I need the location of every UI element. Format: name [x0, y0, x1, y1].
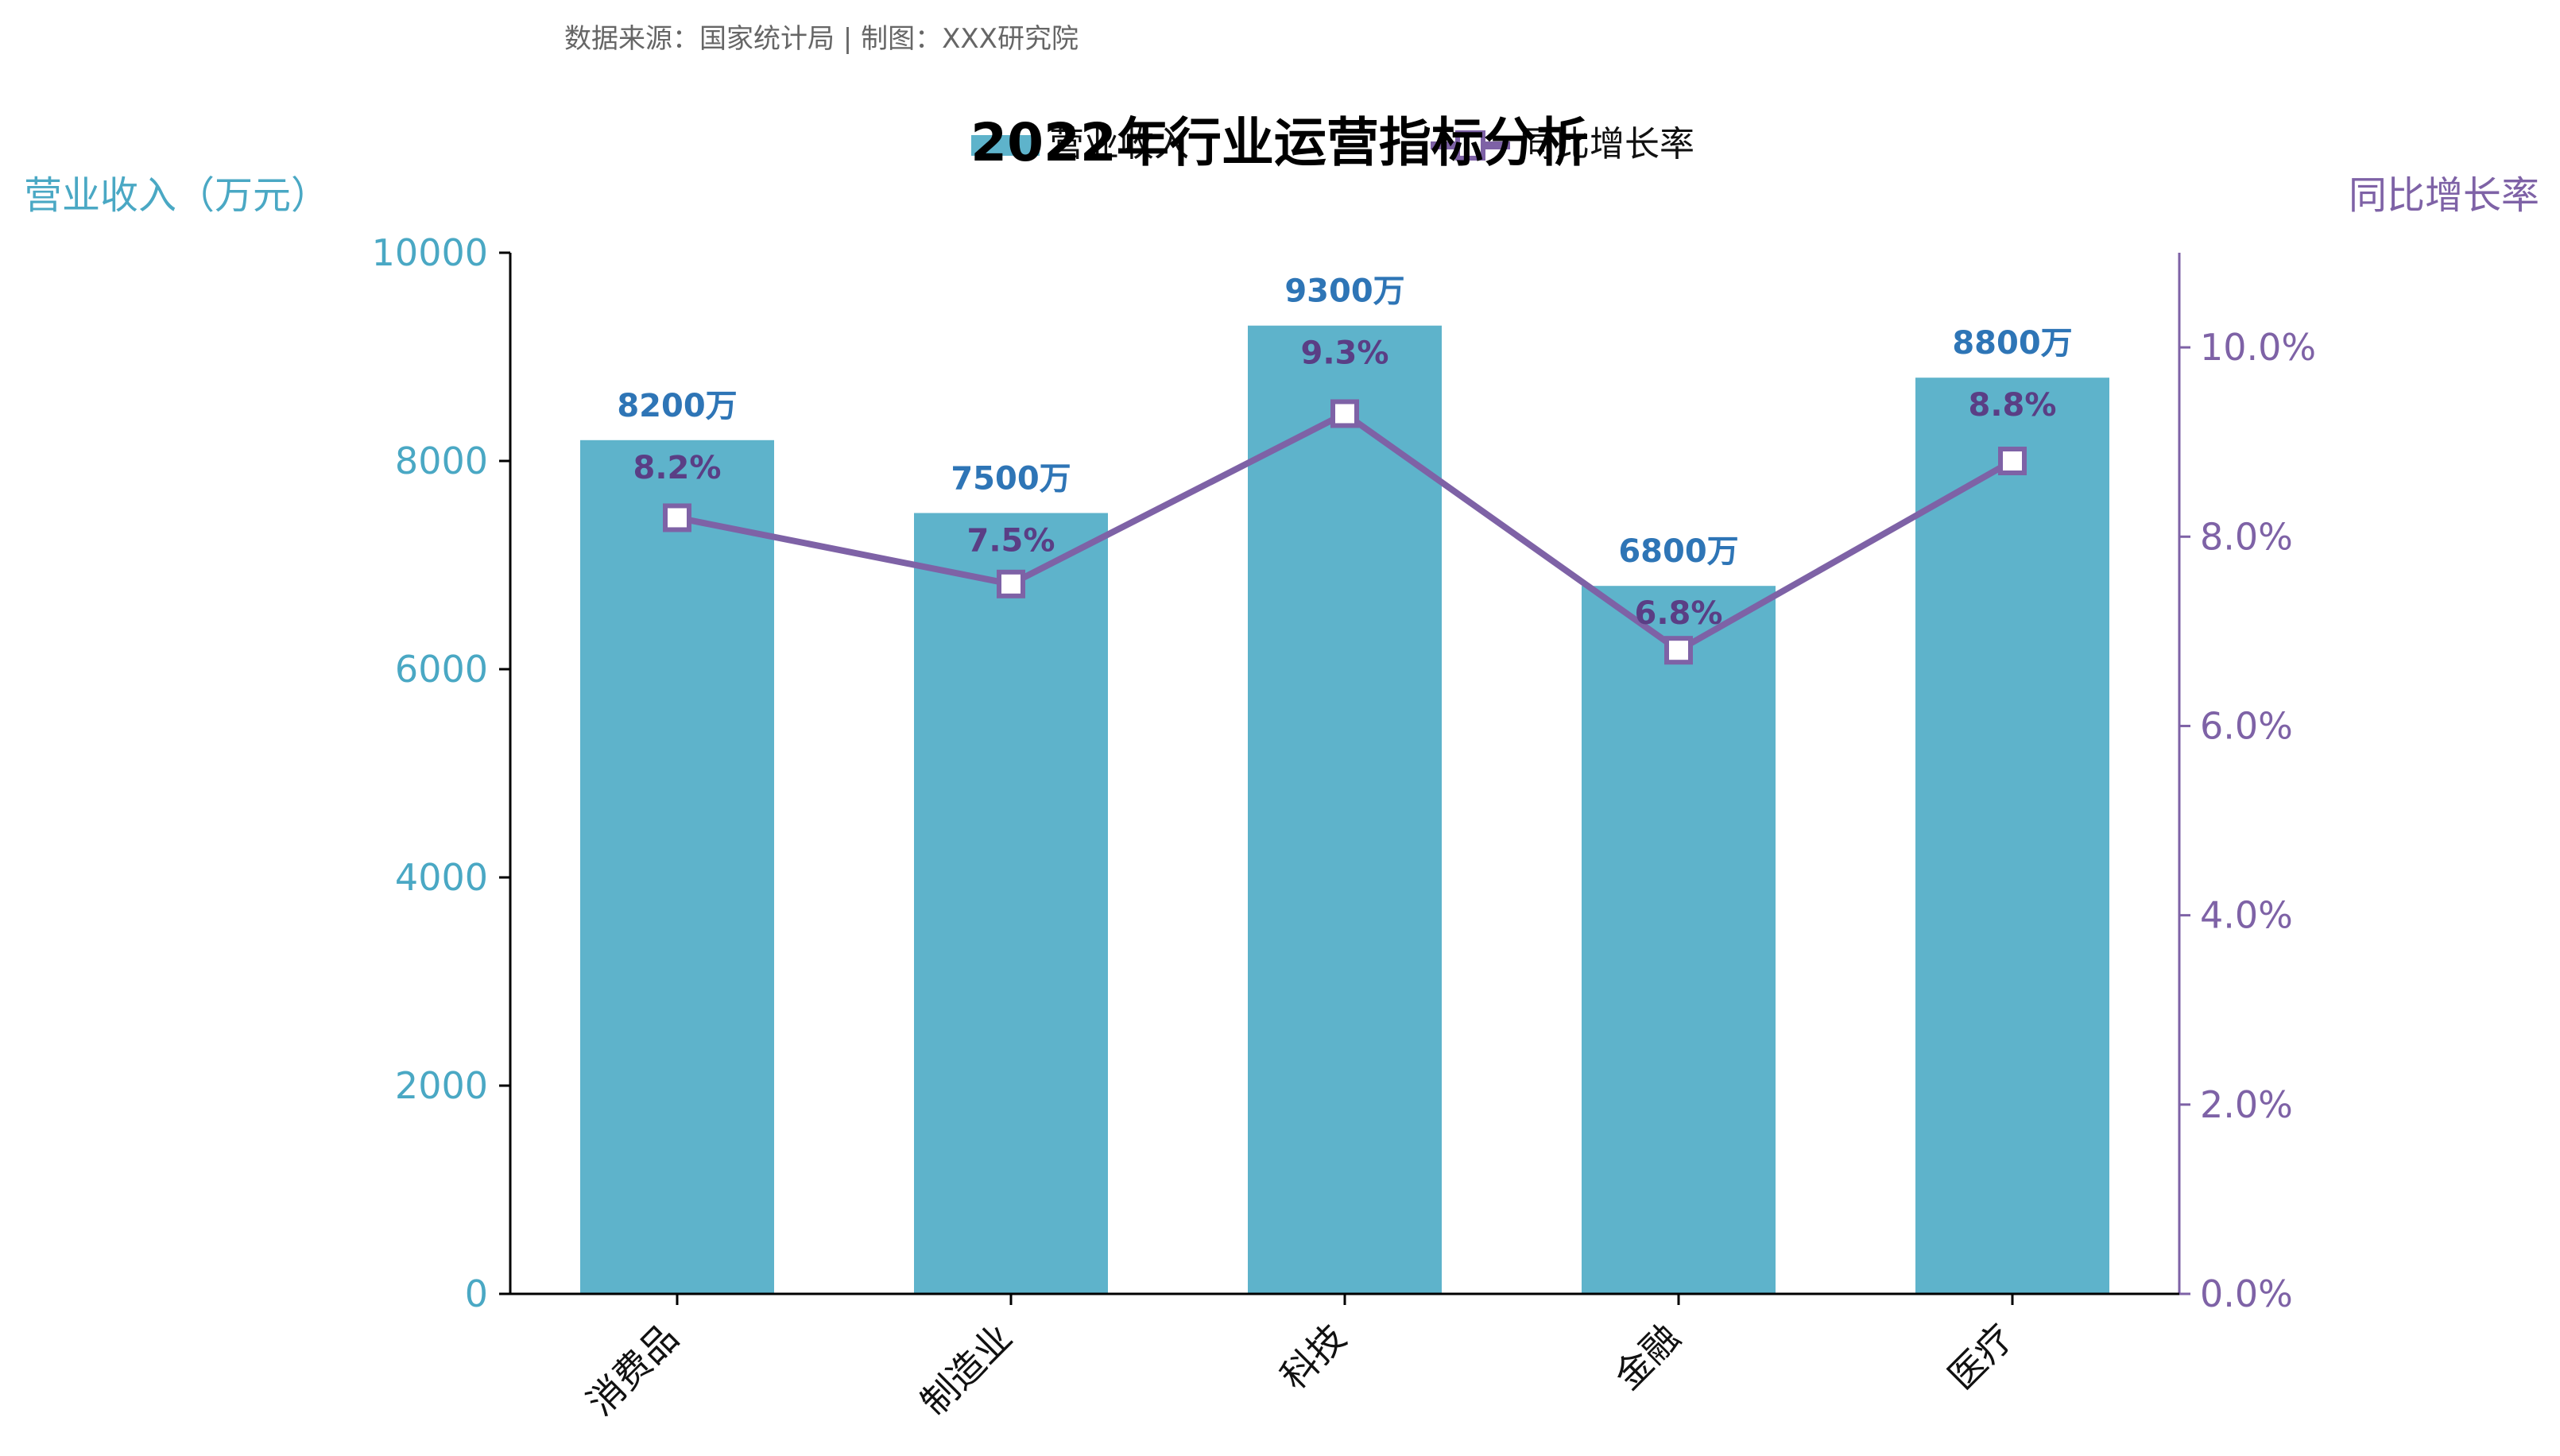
line-series — [663, 399, 2027, 665]
left-tick-label: 8000 — [395, 440, 488, 482]
x-tick-label: 制造业 — [912, 1316, 1021, 1424]
x-tick-label: 科技 — [1272, 1316, 1354, 1398]
x-tick-label: 消费品 — [579, 1316, 687, 1424]
growth-value-label: 8.8% — [1969, 387, 2057, 424]
left-tick-label: 2000 — [395, 1064, 488, 1107]
growth-value-label: 7.5% — [967, 523, 1055, 560]
left-axis-ticks: 0 2000 4000 6000 8000 10000 — [372, 231, 510, 1315]
bar-消费品 — [580, 440, 774, 1294]
bar-医疗 — [1915, 378, 2109, 1295]
right-axis-ticks: 0.0% 2.0% 4.0% 6.0% 8.0% 10.0% — [2179, 326, 2316, 1315]
growth-marker-科技 — [1330, 399, 1359, 428]
right-tick-label: 6.0% — [2200, 704, 2293, 747]
legend-swatch-marker — [1455, 130, 1485, 161]
right-tick-label: 4.0% — [2200, 894, 2293, 937]
left-axis-title: 营业收入（万元） — [24, 173, 329, 218]
growth-marker-制造业 — [997, 569, 1025, 598]
left-tick-label: 4000 — [395, 856, 488, 899]
growth-marker-医疗 — [1998, 447, 2027, 475]
left-tick-label: 0 — [465, 1272, 488, 1315]
chart-title: 2022年行业运营指标分析 — [970, 112, 1589, 173]
legend: 营业收入 同比增长率 — [971, 124, 1694, 165]
bar-value-label: 7500万 — [951, 461, 1071, 498]
bar-科技 — [1248, 325, 1442, 1295]
bar-series — [580, 325, 2109, 1295]
right-tick-label: 8.0% — [2200, 515, 2293, 558]
x-tick-label: 医疗 — [1940, 1316, 2022, 1398]
right-tick-label: 0.0% — [2200, 1272, 2293, 1315]
growth-marker-金融 — [1664, 636, 1693, 665]
growth-value-label: 8.2% — [633, 450, 722, 486]
growth-value-label: 9.3% — [1301, 335, 1389, 372]
growth-marker-消费品 — [663, 503, 691, 532]
legend-label-revenue: 营业收入 — [1049, 124, 1189, 165]
x-axis-ticks: 消费品 制造业 科技 金融 医疗 — [579, 1294, 2022, 1423]
data-labels: 8200万 8.2% 7500万 7.5% 9300万 9.3% 6800万 6.8% 8800… — [617, 273, 2072, 633]
x-tick-label: 金融 — [1606, 1316, 1688, 1398]
source-note: 数据来源：国家统计局 | 制图：XXX研究院 — [564, 23, 1079, 55]
growth-value-label: 6.8% — [1635, 595, 1723, 632]
right-tick-label: 2.0% — [2200, 1083, 2293, 1126]
legend-swatch-bar — [971, 135, 1040, 156]
bar-value-label: 8200万 — [617, 388, 737, 424]
left-tick-label: 10000 — [372, 231, 488, 274]
bar-value-label: 6800万 — [1618, 533, 1738, 570]
legend-label-growth: 同比增长率 — [1520, 124, 1694, 165]
bar-value-label: 9300万 — [1284, 273, 1404, 310]
bar-制造业 — [914, 513, 1108, 1294]
bar-value-label: 8800万 — [1952, 325, 2072, 362]
left-tick-label: 6000 — [395, 648, 488, 691]
right-tick-label: 10.0% — [2200, 326, 2316, 369]
bar-金融 — [1582, 586, 1776, 1294]
right-axis-title: 同比增长率 — [2349, 173, 2539, 218]
